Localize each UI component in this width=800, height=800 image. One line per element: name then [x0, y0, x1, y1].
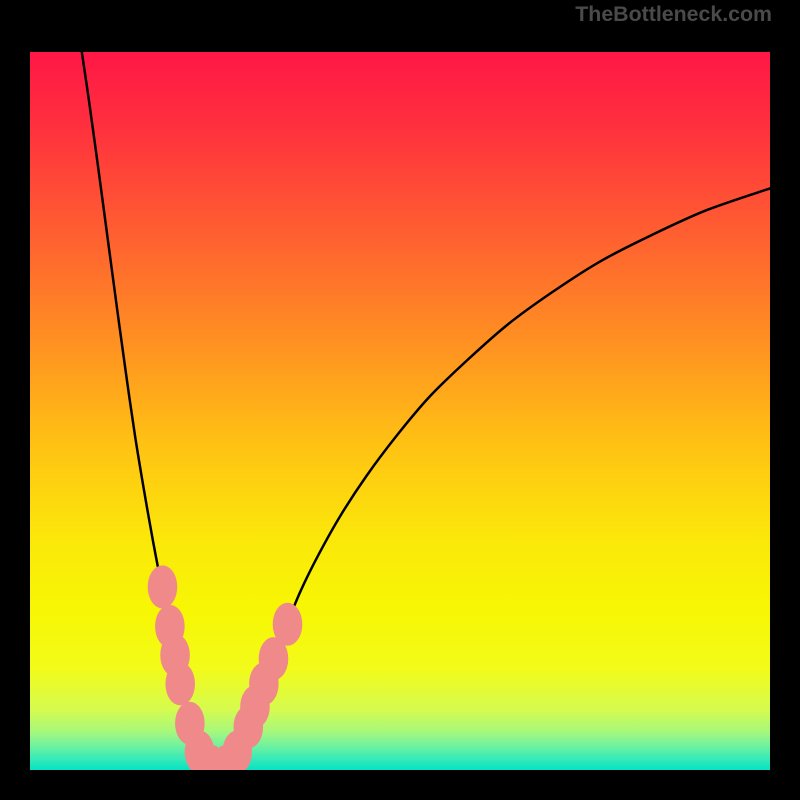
watermark-text: TheBottleneck.com — [575, 2, 772, 27]
chart-svg — [30, 52, 770, 770]
data-marker — [165, 662, 195, 705]
data-marker — [273, 603, 303, 646]
chart-frame: TheBottleneck.com — [0, 0, 800, 800]
data-marker — [148, 565, 178, 608]
gradient-background — [30, 52, 770, 770]
plot-area — [30, 52, 770, 770]
